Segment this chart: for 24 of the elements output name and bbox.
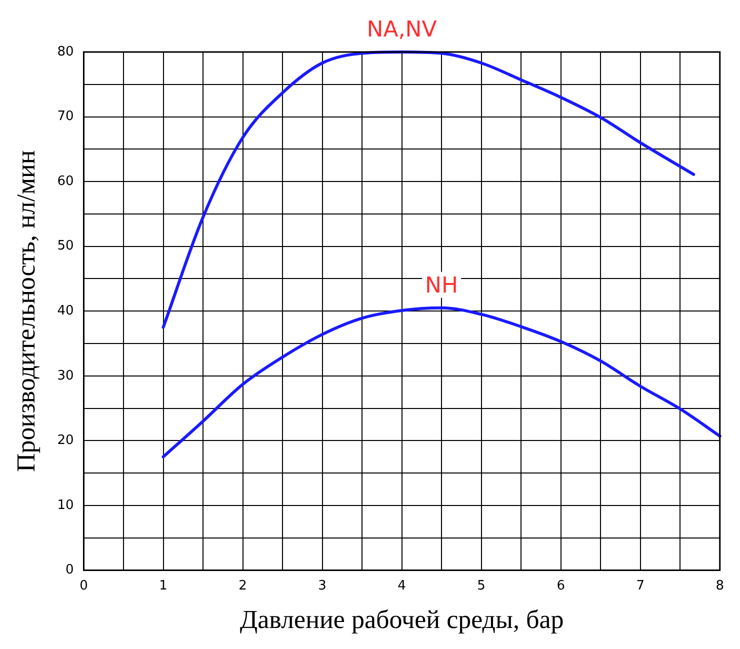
x-axis-title: Давление рабочей среды, бар [240,605,564,634]
y-tick-label: 70 [57,109,74,124]
x-tick-label: 5 [477,578,486,594]
y-tick-label: 60 [57,174,74,189]
y-axis-title: Производительность, нл/мин [11,150,40,472]
y-tick-label: 10 [57,498,74,513]
y-tick-label: 30 [57,368,74,384]
x-tick-label: 8 [716,578,724,594]
y-tick-label: 80 [57,44,74,60]
x-tick-label: 3 [318,578,326,594]
x-tick-label: 6 [556,578,565,594]
y-tick-label: 50 [57,238,74,254]
line-series [162,50,696,329]
line-series [162,306,722,458]
series-label: NH [425,274,458,299]
x-tick-label: 1 [159,578,168,594]
x-tick-label: 7 [636,578,644,594]
x-tick-label: 0 [80,578,88,594]
x-tick-label: 2 [238,578,247,594]
y-tick-label: 0 [65,562,74,578]
series-label: NA,NV [366,18,437,43]
y-tick-label: 40 [57,303,74,318]
x-tick-label: 4 [398,578,406,594]
y-tick-label: 20 [57,433,74,448]
